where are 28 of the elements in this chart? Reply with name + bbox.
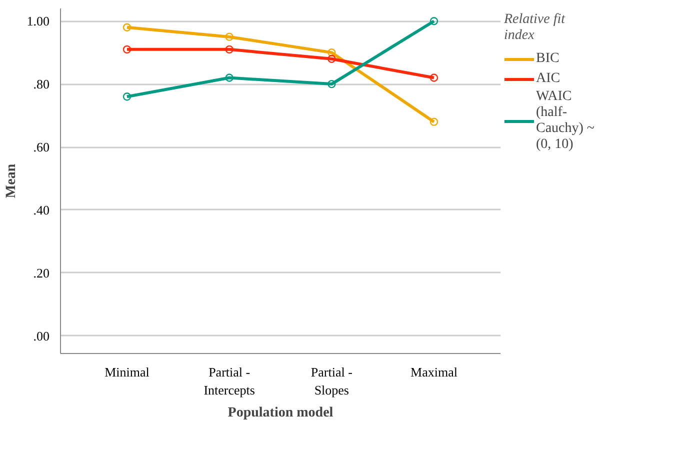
point [328,54,336,63]
y-tick-label: .20 [33,265,50,280]
legend-label: WAIC (half-Cauchy) ~ (0, 10) [536,89,595,153]
point [328,80,336,88]
point [430,118,438,126]
y-tick-label: .40 [33,202,50,218]
legend-label: BIC [536,51,560,67]
x-tick-label: Minimal [104,364,150,380]
point [122,45,132,54]
y-axis-title: Mean [4,164,19,198]
point [328,48,336,57]
x-tick-label: Partial - Intercepts [204,364,255,398]
legend-title: Relative fit index [504,12,566,44]
point [430,74,438,82]
point [122,23,132,32]
x-axis-title: Population model [228,406,334,420]
y-tick-label: .00 [33,328,50,344]
point [225,45,234,54]
point [430,17,438,26]
legend-label: AIC [536,71,560,87]
point [122,92,132,101]
point [225,74,234,82]
x-tick-label: Partial - Slopes [310,364,352,398]
point [225,32,234,41]
y-tick-label: .60 [33,140,50,155]
x-tick-label: Maximal [410,364,458,380]
y-tick-label: .80 [33,76,50,92]
y-tick-label: 1.00 [26,14,50,29]
